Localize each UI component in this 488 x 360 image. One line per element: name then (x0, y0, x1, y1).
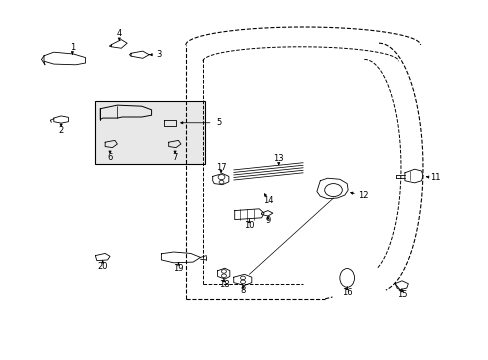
Circle shape (240, 276, 245, 280)
Text: 2: 2 (59, 126, 63, 135)
Circle shape (219, 180, 224, 184)
Text: 9: 9 (265, 216, 270, 225)
Circle shape (324, 184, 342, 197)
Circle shape (218, 175, 224, 180)
Circle shape (240, 280, 245, 284)
Text: 16: 16 (341, 288, 352, 297)
Text: 14: 14 (262, 196, 273, 204)
Text: 1: 1 (70, 43, 75, 52)
Bar (95, 101, 205, 164)
Text: 8: 8 (240, 287, 245, 295)
Text: 18: 18 (218, 280, 229, 289)
Text: 17: 17 (215, 163, 226, 172)
Circle shape (221, 274, 226, 278)
Text: 13: 13 (273, 154, 284, 163)
Text: 10: 10 (244, 221, 254, 230)
Text: 11: 11 (429, 173, 440, 182)
Text: 7: 7 (172, 153, 177, 162)
Text: 3: 3 (157, 50, 162, 59)
Text: 4: 4 (117, 30, 122, 39)
Ellipse shape (339, 269, 354, 287)
Text: 5: 5 (216, 118, 221, 127)
Text: 15: 15 (396, 290, 407, 299)
Text: 12: 12 (357, 192, 368, 200)
Text: 20: 20 (97, 262, 108, 271)
Circle shape (221, 270, 226, 273)
Text: 6: 6 (107, 153, 112, 162)
Text: 19: 19 (173, 264, 183, 273)
